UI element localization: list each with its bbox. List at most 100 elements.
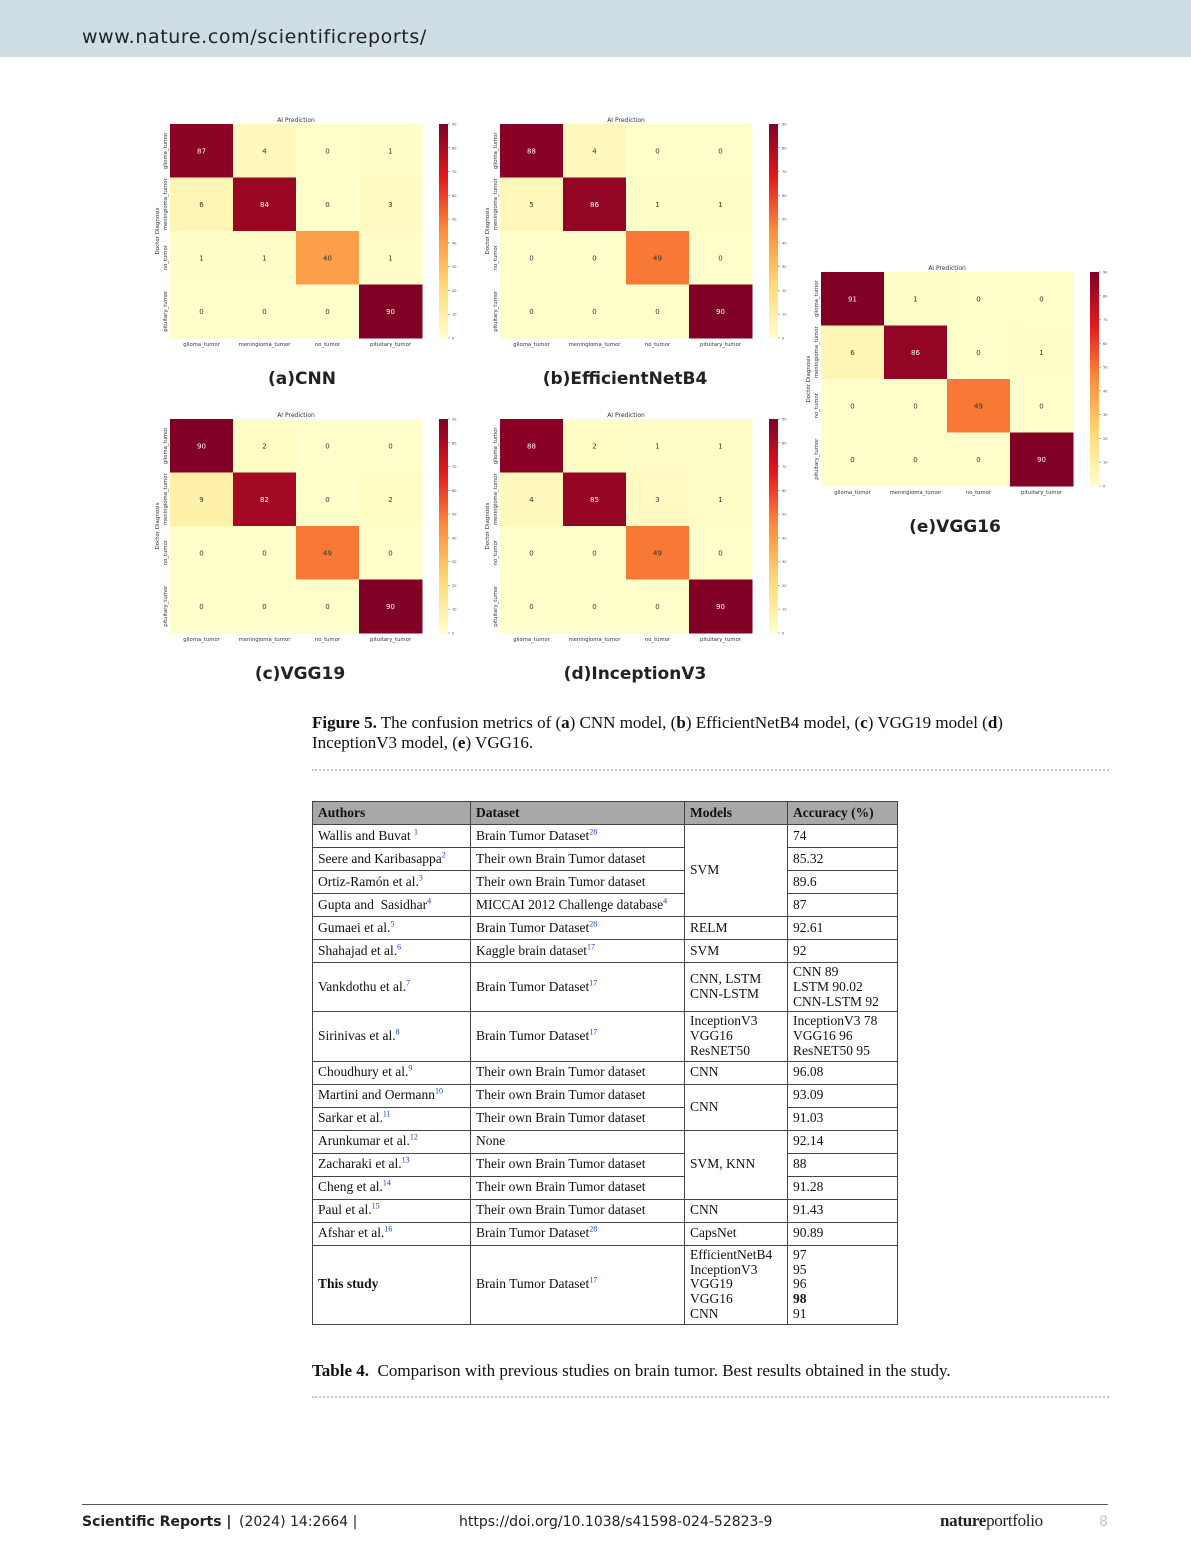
accuracy-value: 91 xyxy=(793,1305,807,1321)
colorbar-tick-label: 50 xyxy=(1103,366,1107,370)
dataset-name: Their own Brain Tumor dataset xyxy=(476,1156,646,1172)
reference-link[interactable]: 28 xyxy=(589,827,598,837)
reference-link[interactable]: 16 xyxy=(384,1224,393,1234)
cell-accuracy: CNN 89 LSTM 90.02 CNN-LSTM 92 xyxy=(787,961,898,1013)
reference-link[interactable]: 11 xyxy=(382,1109,391,1119)
figure-caption-label: Figure 5. xyxy=(312,713,377,732)
reference-link[interactable]: 17 xyxy=(589,1027,598,1037)
model-line: ResNET50 xyxy=(690,1042,750,1058)
caption-part: ) InceptionV3 model, ( xyxy=(312,713,1003,752)
heatmap-cell xyxy=(1010,379,1074,433)
model-name: CapsNet xyxy=(690,1225,737,1241)
caption-part: ) EfficientNetB4 model, ( xyxy=(685,713,861,732)
header-url[interactable]: www.nature.com/scientificreports/ xyxy=(82,26,427,48)
heatmap-cell xyxy=(233,284,297,339)
cell-value: 0 xyxy=(913,456,917,464)
cell-author: Choudhury et al.9 xyxy=(312,1060,471,1085)
cell-value: 5 xyxy=(529,201,533,209)
colorbar-tick-label: 90 xyxy=(1103,271,1107,275)
reference-link[interactable]: 13 xyxy=(401,1155,410,1165)
cell-value: 49 xyxy=(323,549,332,557)
reference-link[interactable]: 15 xyxy=(371,1201,380,1211)
table-row: Wallis and Buvat 1 Brain Tumor Dataset28 S… xyxy=(312,824,898,917)
y-tick-label: meningioma_tumor xyxy=(814,326,820,379)
model-line: InceptionV3 xyxy=(690,1261,758,1277)
x-tick-label: glioma_tumor xyxy=(513,342,550,348)
colorbar-tick-label: 50 xyxy=(452,218,456,222)
accuracy-value: 87 xyxy=(793,896,807,912)
caption-part: e xyxy=(457,733,466,752)
cell-value: 0 xyxy=(913,402,917,410)
reference-link[interactable]: 14 xyxy=(382,1178,391,1188)
y-tick-label: no_tumor xyxy=(163,539,169,565)
cell-dataset: Kaggle brain dataset17 xyxy=(470,939,685,963)
reference-link[interactable]: 3 xyxy=(418,873,423,883)
footer-doi[interactable]: https://doi.org/10.1038/s41598-024-52823… xyxy=(459,1514,773,1530)
accuracy-value: 89.6 xyxy=(793,873,817,889)
colorbar-tick-label: 30 xyxy=(452,560,456,564)
reference-link[interactable]: 6 xyxy=(397,942,402,952)
dataset-name: Brain Tumor Dataset xyxy=(476,1028,590,1044)
reference-link[interactable]: 10 xyxy=(434,1086,443,1096)
author-name: Wallis and Buvat xyxy=(318,827,415,843)
reference-link[interactable]: 17 xyxy=(586,942,595,952)
heatmap-cell xyxy=(500,526,564,580)
cell-value: 0 xyxy=(529,308,533,316)
colorbar-tick-label: 40 xyxy=(452,241,456,245)
cell-value: 87 xyxy=(197,147,206,155)
reference-link[interactable]: 9 xyxy=(408,1063,413,1073)
cell-dataset: Their own Brain Tumor dataset xyxy=(470,1175,685,1200)
reference-link[interactable]: 5 xyxy=(390,919,395,929)
cell-value: 3 xyxy=(655,496,659,504)
table-row: Shahajad et al.6 Kaggle brain dataset17 SV… xyxy=(312,939,898,963)
accuracy-value: 97 xyxy=(793,1246,807,1262)
heatmap-cell xyxy=(563,579,627,634)
colorbar-tick-label: 0 xyxy=(782,632,784,636)
reference-link[interactable]: 2 xyxy=(441,850,446,860)
accuracy-value: CNN-LSTM 92 xyxy=(793,993,879,1009)
subcaption-vgg16: (e)VGG16 xyxy=(909,517,1001,537)
accuracy-value: CNN 89 xyxy=(793,964,839,979)
y-axis-label: Doctor Diagnosis xyxy=(806,355,812,402)
reference-link[interactable]: 1 xyxy=(414,827,419,837)
heatmap-cell xyxy=(947,432,1011,487)
colorbar-tick-label: 80 xyxy=(782,441,786,445)
y-tick-label: pituitary_tumor xyxy=(163,290,169,332)
heatmap-cell xyxy=(689,284,753,339)
heatmap-cell xyxy=(884,432,948,487)
colorbar-tick-label: 10 xyxy=(782,313,786,317)
cell-dataset: Their own Brain Tumor dataset xyxy=(470,1060,685,1085)
reference-link[interactable]: 7 xyxy=(406,978,411,988)
x-tick-label: pituitary_tumor xyxy=(1021,490,1063,496)
reference-link[interactable]: 4 xyxy=(663,896,668,906)
reference-link[interactable]: 28 xyxy=(589,919,598,929)
model-name: SVM xyxy=(690,942,720,958)
accuracy-value: 92.61 xyxy=(793,919,824,935)
cell-value: 0 xyxy=(655,603,659,611)
author-name: Choudhury et al. xyxy=(318,1064,409,1080)
heatmap-cell xyxy=(296,284,360,339)
author-name: Ortiz-Ramón et al. xyxy=(318,873,419,889)
logo-text-rest: portfolio xyxy=(986,1511,1043,1530)
cell-value: 49 xyxy=(653,549,662,557)
model-line: CNN xyxy=(690,1305,719,1321)
colorbar-tick-label: 60 xyxy=(452,194,456,198)
reference-link[interactable]: 8 xyxy=(395,1027,400,1037)
reference-link[interactable]: 17 xyxy=(589,1275,598,1285)
heatmap-cell xyxy=(296,419,360,473)
reference-link[interactable]: 12 xyxy=(409,1132,418,1142)
x-tick-label: glioma_tumor xyxy=(183,342,220,348)
table-row: Seere and Karibasappa2 Their own Brain Tu… xyxy=(312,847,898,871)
accuracy-value: 92 xyxy=(793,942,807,958)
reference-link[interactable]: 28 xyxy=(589,1224,598,1234)
heatmap-cell xyxy=(233,579,297,634)
heatmap-cell xyxy=(233,177,297,232)
colorbar xyxy=(439,419,448,633)
accuracy-value: 85.32 xyxy=(793,850,824,866)
dataset-name: Brain Tumor Dataset xyxy=(476,827,590,843)
subcaption-inceptionv3: (d)InceptionV3 xyxy=(563,664,707,684)
reference-link[interactable]: 17 xyxy=(589,978,598,988)
colorbar xyxy=(769,124,778,338)
reference-link[interactable]: 4 xyxy=(427,896,432,906)
subcaption-vgg19: (c)VGG19 xyxy=(254,664,346,684)
